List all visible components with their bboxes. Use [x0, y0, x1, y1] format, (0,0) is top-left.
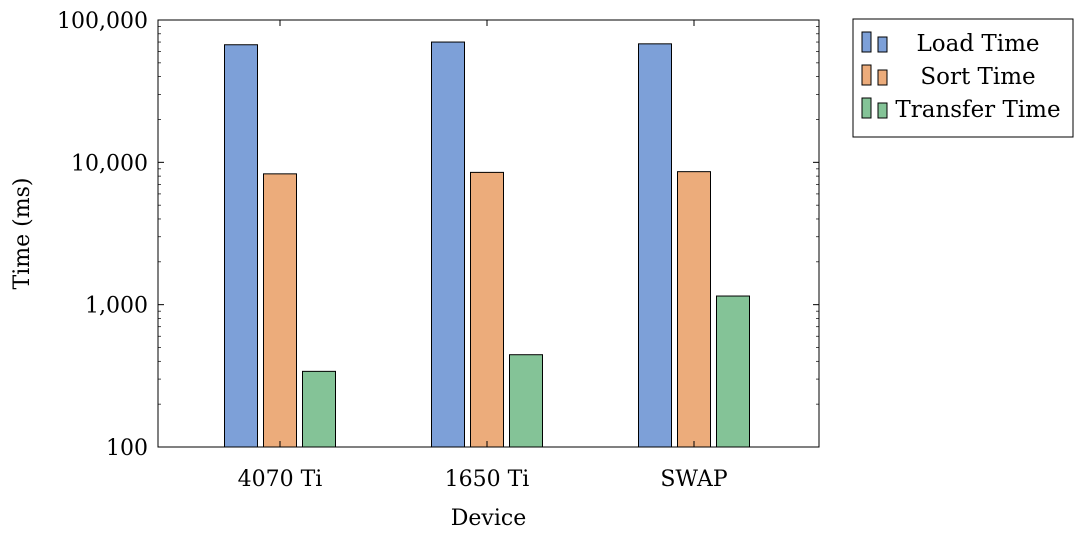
bar-load-time-swap: [638, 43, 672, 448]
legend-label-load-time: Load Time: [917, 31, 1040, 57]
legend-swatch-sort-time: [861, 64, 872, 86]
x-axis-title: Device: [451, 506, 526, 531]
plot-area: 100 1,000 10,000 100,000 4070 Ti 1650 Ti SWAP D…: [10, 9, 820, 531]
y-tick-label: 100: [106, 436, 148, 461]
x-tick-label: 1650 Ti: [445, 467, 530, 492]
legend-swatch-sort-time-small: [877, 69, 888, 86]
bar-sort-time-swap: [677, 171, 711, 448]
y-tick-label: 10,000: [71, 151, 148, 176]
y-axis-title: Time (ms): [10, 178, 35, 290]
legend-label-transfer-time: Transfer Time: [895, 97, 1060, 123]
bar-transfer-time-4070-ti: [302, 370, 336, 448]
bar-transfer-time-1650-ti: [509, 354, 543, 448]
bar-sort-time-4070-ti: [263, 173, 297, 448]
bar-sort-time-1650-ti: [470, 171, 504, 448]
y-tick-label: 100,000: [57, 9, 148, 34]
x-tick-label: 4070 Ti: [238, 467, 323, 492]
bar-load-time-4070-ti: [224, 44, 258, 448]
axis-frame: [157, 19, 820, 448]
y-tick-label: 1,000: [85, 294, 148, 319]
x-tick-label: SWAP: [660, 467, 727, 492]
legend-box: [852, 18, 1074, 138]
legend: Load Time Sort Time Transfer Time: [852, 18, 1074, 138]
bar-load-time-1650-ti: [431, 41, 465, 448]
legend-swatch-transfer-time-small: [877, 102, 888, 119]
legend-swatch-load-time: [861, 31, 872, 53]
legend-label-sort-time: Sort Time: [920, 64, 1035, 90]
bar-transfer-time-swap: [716, 295, 750, 448]
legend-swatch-transfer-time: [861, 97, 872, 119]
legend-swatch-load-time-small: [877, 36, 888, 53]
